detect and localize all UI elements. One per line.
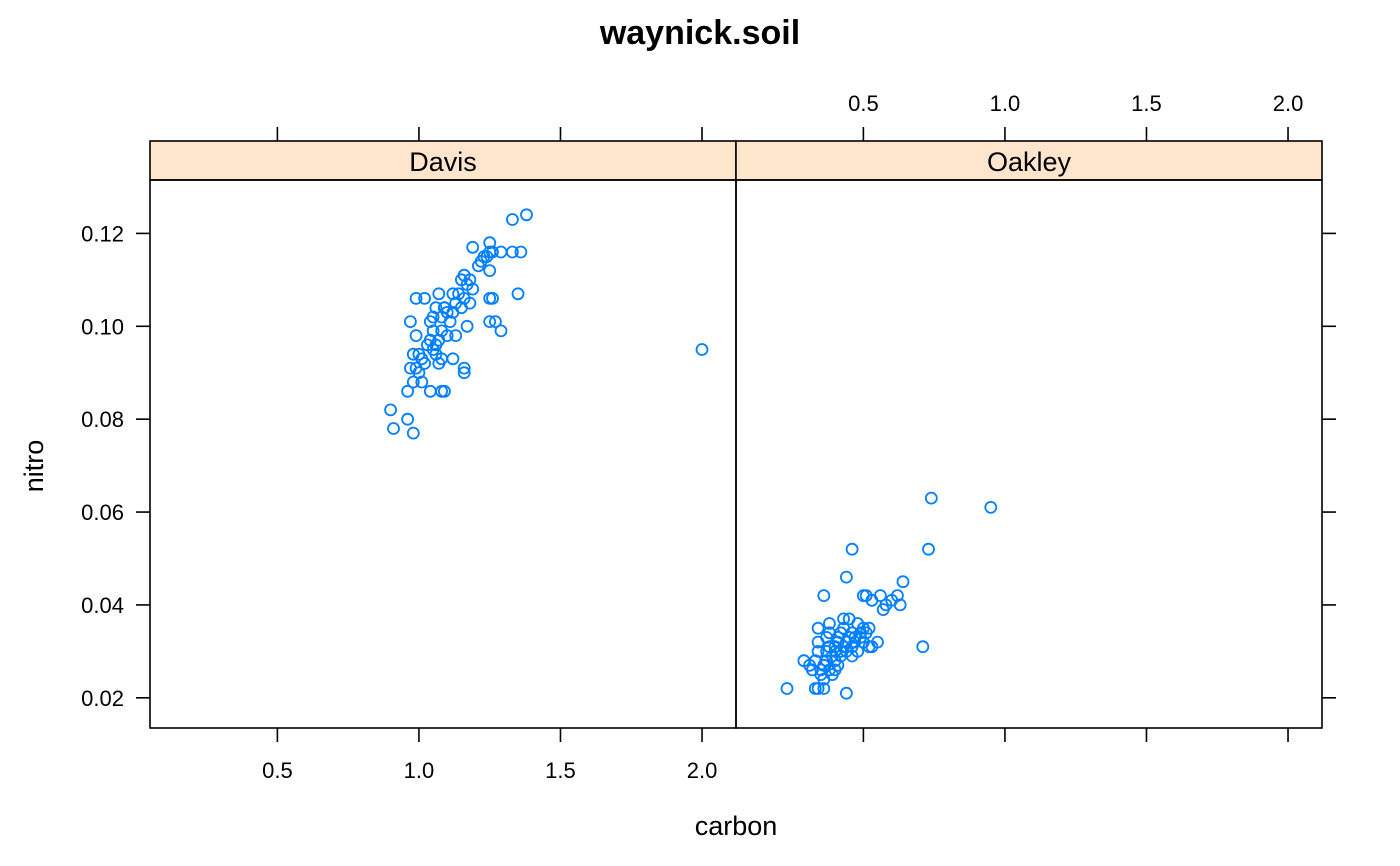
- data-point-davis: [432, 287, 446, 301]
- data-point-oakley: [984, 500, 998, 514]
- panel-frame-oakley: [735, 179, 1323, 729]
- data-point-oakley: [862, 621, 876, 635]
- strip-davis: [149, 140, 737, 181]
- data-point-davis: [446, 287, 460, 301]
- data-point-davis: [449, 329, 463, 343]
- y-tick-label: 0.06: [81, 500, 124, 525]
- data-point-oakley: [811, 621, 825, 635]
- data-point-davis: [483, 264, 497, 278]
- data-point-oakley: [837, 612, 850, 626]
- data-point-oakley: [780, 682, 794, 695]
- data-point-oakley: [840, 570, 853, 584]
- x-tick-label-top: 2.0: [1273, 91, 1304, 116]
- data-point-davis: [440, 329, 454, 343]
- data-point-oakley: [922, 542, 935, 556]
- panel-frame-davis: [149, 179, 737, 729]
- data-point-davis: [520, 208, 533, 222]
- data-point-davis: [483, 315, 497, 329]
- x-tick-label-bottom: 1.0: [404, 758, 435, 783]
- data-point-davis: [511, 287, 525, 301]
- data-point-oakley: [817, 589, 831, 602]
- data-point-davis: [506, 213, 519, 226]
- y-axis-label: nitro: [19, 440, 49, 493]
- data-point-oakley: [811, 645, 825, 658]
- data-point-davis: [423, 384, 437, 398]
- data-point-davis: [463, 296, 477, 310]
- data-point-davis: [418, 291, 432, 305]
- data-point-davis: [437, 384, 451, 398]
- data-point-oakley: [845, 542, 859, 556]
- x-tick-label-bottom: 0.5: [262, 758, 293, 783]
- data-point-davis: [460, 319, 474, 333]
- data-point-davis: [494, 324, 508, 338]
- data-point-davis: [695, 343, 709, 356]
- data-point-oakley: [924, 491, 938, 505]
- data-point-oakley: [828, 663, 842, 677]
- data-point-davis: [463, 273, 477, 287]
- data-point-davis: [412, 366, 426, 380]
- data-point-davis: [437, 301, 451, 315]
- data-point-davis: [486, 245, 499, 259]
- x-tick-label-bottom: 2.0: [687, 758, 718, 783]
- data-point-davis: [401, 384, 415, 398]
- data-point-oakley: [871, 635, 884, 649]
- data-point-oakley: [874, 589, 887, 602]
- data-point-oakley: [817, 682, 831, 695]
- data-point-oakley: [823, 617, 836, 630]
- data-point-davis: [446, 352, 460, 366]
- data-point-davis: [409, 329, 423, 343]
- data-point-davis: [384, 403, 398, 417]
- data-point-oakley: [814, 663, 828, 677]
- data-point-davis: [403, 315, 417, 329]
- chart-title: waynick.soil: [599, 14, 800, 52]
- data-point-davis: [406, 347, 420, 361]
- data-point-oakley: [851, 645, 865, 658]
- data-point-davis: [466, 240, 480, 254]
- data-point-davis: [488, 315, 502, 329]
- x-tick-label-bottom: 1.5: [545, 758, 576, 783]
- data-point-davis: [457, 366, 471, 380]
- plot-area: Davis 0.5 1.0 1.5 2.0 Oakley 0.5 1.0 1.5 2.0 0.02 0…: [81, 91, 1336, 783]
- strip-label-oakley: Oakley: [987, 147, 1072, 177]
- data-point-davis: [401, 412, 415, 426]
- data-point-oakley: [840, 686, 853, 700]
- data-point-davis: [406, 375, 420, 389]
- y-tick-label: 0.02: [81, 686, 124, 711]
- y-tick-label: 0.08: [81, 407, 124, 432]
- y-tick-label: 0.04: [81, 593, 124, 618]
- data-point-oakley: [811, 682, 825, 695]
- data-point-davis: [387, 422, 400, 435]
- x-tick-label-top: 1.0: [990, 91, 1021, 116]
- data-point-davis: [506, 245, 519, 259]
- data-point-oakley: [893, 598, 907, 612]
- data-point-davis: [457, 361, 471, 375]
- data-point-davis: [452, 287, 466, 301]
- data-point-davis: [418, 356, 432, 370]
- data-point-davis: [429, 301, 443, 315]
- x-axis-label: carbon: [695, 811, 778, 841]
- data-point-davis: [514, 245, 528, 259]
- data-point-oakley: [916, 640, 930, 654]
- data-point-oakley: [823, 640, 836, 654]
- strip-label-davis: Davis: [409, 147, 477, 177]
- y-tick-label: 0.12: [81, 221, 124, 246]
- data-point-davis: [409, 291, 423, 305]
- data-point-oakley: [896, 575, 910, 589]
- x-tick-label-top: 0.5: [848, 91, 879, 116]
- data-point-davis: [486, 291, 499, 305]
- data-point-davis: [406, 426, 420, 440]
- x-tick-label-top: 1.5: [1131, 91, 1162, 116]
- y-tick-label: 0.10: [81, 314, 124, 339]
- strip-oakley: [735, 140, 1323, 181]
- data-point-davis: [412, 347, 426, 361]
